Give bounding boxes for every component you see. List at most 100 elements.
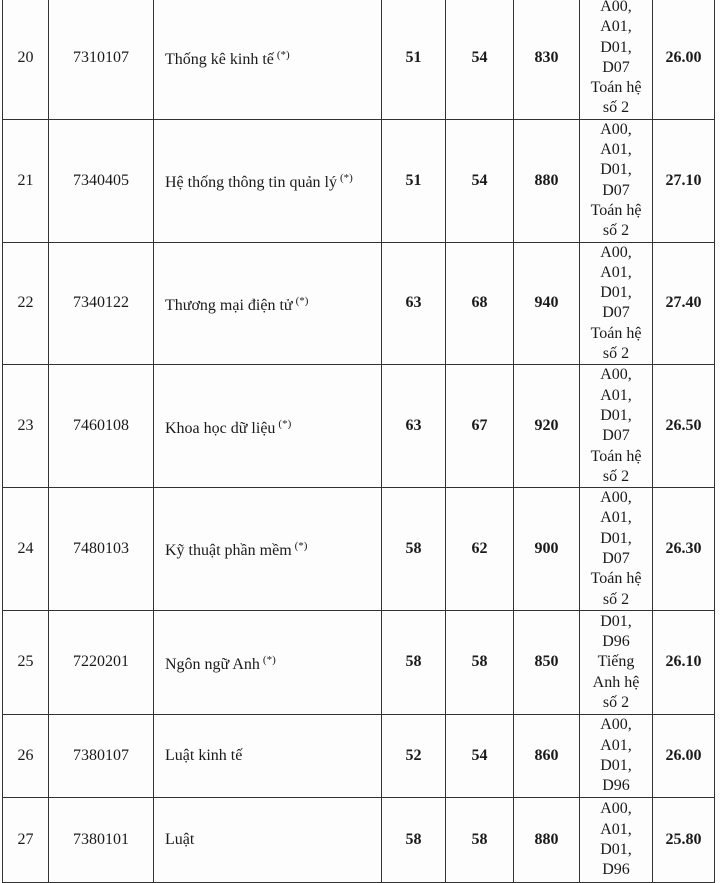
table-row: 23 7460108 Khoa học dữ liệu (*) 63 67 920 A00, A…: [2, 364, 715, 489]
value-col-2: 54: [445, 118, 514, 243]
major-code: 7340122: [48, 241, 154, 366]
value-col-3: 940: [513, 241, 580, 366]
row-number: 22: [2, 241, 49, 366]
table-row: 21 7340405 Hệ thống thông tin quản lý (*) 51…: [2, 118, 715, 243]
value-col-2: 67: [445, 364, 514, 489]
table-row: 25 7220201 Ngôn ngữ Anh (*) 58 58 850 D01, D96 Ti…: [2, 609, 715, 715]
combo-line: D01,: [600, 284, 632, 302]
combo-line: A00,: [600, 243, 632, 261]
row-number: 27: [2, 796, 49, 883]
cutoff-score: 27.10: [652, 118, 715, 243]
combo-line: A00,: [600, 120, 632, 138]
combo-line: D96: [602, 777, 630, 795]
combo-line: D01,: [600, 756, 632, 774]
cutoff-score: 26.30: [652, 487, 715, 611]
value-col-1: 58: [381, 609, 446, 715]
major-name: Kỹ thuật phần mềm (*): [153, 487, 382, 611]
cutoff-score: 26.10: [652, 609, 715, 715]
major-name-text: Ngôn ngữ Anh: [165, 655, 260, 673]
combo-line: D01,: [600, 161, 632, 179]
combo-line: D07: [602, 181, 630, 199]
row-number: 26: [2, 713, 49, 798]
major-code: 7380107: [48, 713, 154, 798]
major-code: 7310107: [48, 0, 154, 120]
value-col-3: 850: [513, 609, 580, 715]
table-row: 26 7380107 Luật kinh tế 52 54 860 A00, A01, D01,…: [2, 713, 715, 798]
combo-line: A01,: [600, 18, 632, 36]
combo-line: A01,: [600, 263, 632, 281]
value-col-1: 58: [381, 487, 446, 611]
value-col-1: 58: [381, 796, 446, 883]
major-name-text: Luật: [165, 830, 195, 848]
value-col-1: 51: [381, 118, 446, 243]
subject-combinations: A00, A01, D01, D07 Toán hệ số 2: [579, 118, 653, 243]
combo-line: A00,: [600, 489, 632, 507]
major-name: Luật kinh tế: [153, 713, 382, 798]
combo-line: A01,: [600, 509, 632, 527]
combo-line: A00,: [600, 366, 632, 384]
cutoff-score: 26.00: [652, 713, 715, 798]
major-name: Thương mại điện tử (*): [153, 241, 382, 366]
combo-line: số 2: [602, 467, 630, 485]
combo-line: số 2: [602, 222, 630, 240]
major-code: 7220201: [48, 609, 154, 715]
combo-line: Anh hệ: [592, 673, 640, 691]
subject-combinations: A00, A01, D01, D07 Toán hệ số 2: [579, 487, 653, 611]
value-col-2: 54: [445, 713, 514, 798]
combo-line: D07: [602, 550, 630, 568]
footnote-mark: (*): [278, 417, 292, 430]
combo-line: D01,: [600, 529, 632, 547]
combo-line: số 2: [602, 345, 630, 363]
combo-line: Toán hệ: [590, 324, 642, 342]
major-name-text: Thương mại điện tử: [165, 296, 293, 314]
table-row: 24 7480103 Kỹ thuật phần mềm (*) 58 62 900 A00,…: [2, 487, 715, 611]
combo-line: A01,: [600, 141, 632, 159]
subject-combinations: D01, D96 Tiếng Anh hệ số 2: [579, 609, 653, 715]
subject-combinations: A00, A01, D01, D96: [579, 796, 653, 883]
cutoff-score: 25.80: [652, 796, 715, 883]
major-code: 7480103: [48, 487, 154, 611]
value-col-2: 54: [445, 0, 514, 120]
combo-line: D01,: [600, 612, 632, 630]
value-col-1: 52: [381, 713, 446, 798]
footnote-mark: (*): [295, 294, 309, 307]
table-row: 20 7310107 Thống kê kinh tế (*) 51 54 830 A00, A…: [2, 0, 715, 120]
major-name-text: Luật kinh tế: [165, 746, 243, 764]
value-col-3: 860: [513, 713, 580, 798]
value-col-2: 68: [445, 241, 514, 366]
subject-combinations: A00, A01, D01, D07 Toán hệ số 2: [579, 364, 653, 489]
combo-line: A01,: [600, 386, 632, 404]
combo-line: số 2: [602, 693, 630, 711]
cutoff-score: 26.50: [652, 364, 715, 489]
combo-line: A00,: [600, 0, 632, 15]
combo-line: Tiếng: [597, 653, 635, 671]
cutoff-score: 26.00: [652, 0, 715, 120]
combo-line: Toán hệ: [590, 570, 642, 588]
table-row: 27 7380101 Luật 58 58 880 A00, A01, D01, D96 25.80: [2, 796, 715, 883]
major-name: Ngôn ngữ Anh (*): [153, 609, 382, 715]
value-col-3: 920: [513, 364, 580, 489]
combo-line: A01,: [600, 820, 632, 838]
value-col-3: 880: [513, 796, 580, 883]
combo-line: D07: [602, 427, 630, 445]
combo-line: Toán hệ: [590, 447, 642, 465]
footnote-mark: (*): [276, 49, 290, 62]
row-number: 23: [2, 364, 49, 489]
table-row: 22 7340122 Thương mại điện tử (*) 63 68 940 A00…: [2, 241, 715, 366]
combo-line: D01,: [600, 38, 632, 56]
row-number: 21: [2, 118, 49, 243]
value-col-1: 63: [381, 364, 446, 489]
footnote-mark: (*): [262, 653, 276, 666]
combo-line: A00,: [600, 716, 632, 734]
footnote-mark: (*): [339, 172, 353, 185]
major-name-text: Thống kê kinh tế: [165, 51, 274, 69]
value-col-2: 58: [445, 609, 514, 715]
combo-line: D96: [602, 632, 630, 650]
major-name-text: Hệ thống thông tin quản lý: [165, 174, 337, 192]
combo-line: D07: [602, 58, 630, 76]
combo-line: số 2: [602, 590, 630, 608]
row-number: 20: [2, 0, 49, 120]
major-code: 7340405: [48, 118, 154, 243]
major-code: 7380101: [48, 796, 154, 883]
value-col-3: 900: [513, 487, 580, 611]
